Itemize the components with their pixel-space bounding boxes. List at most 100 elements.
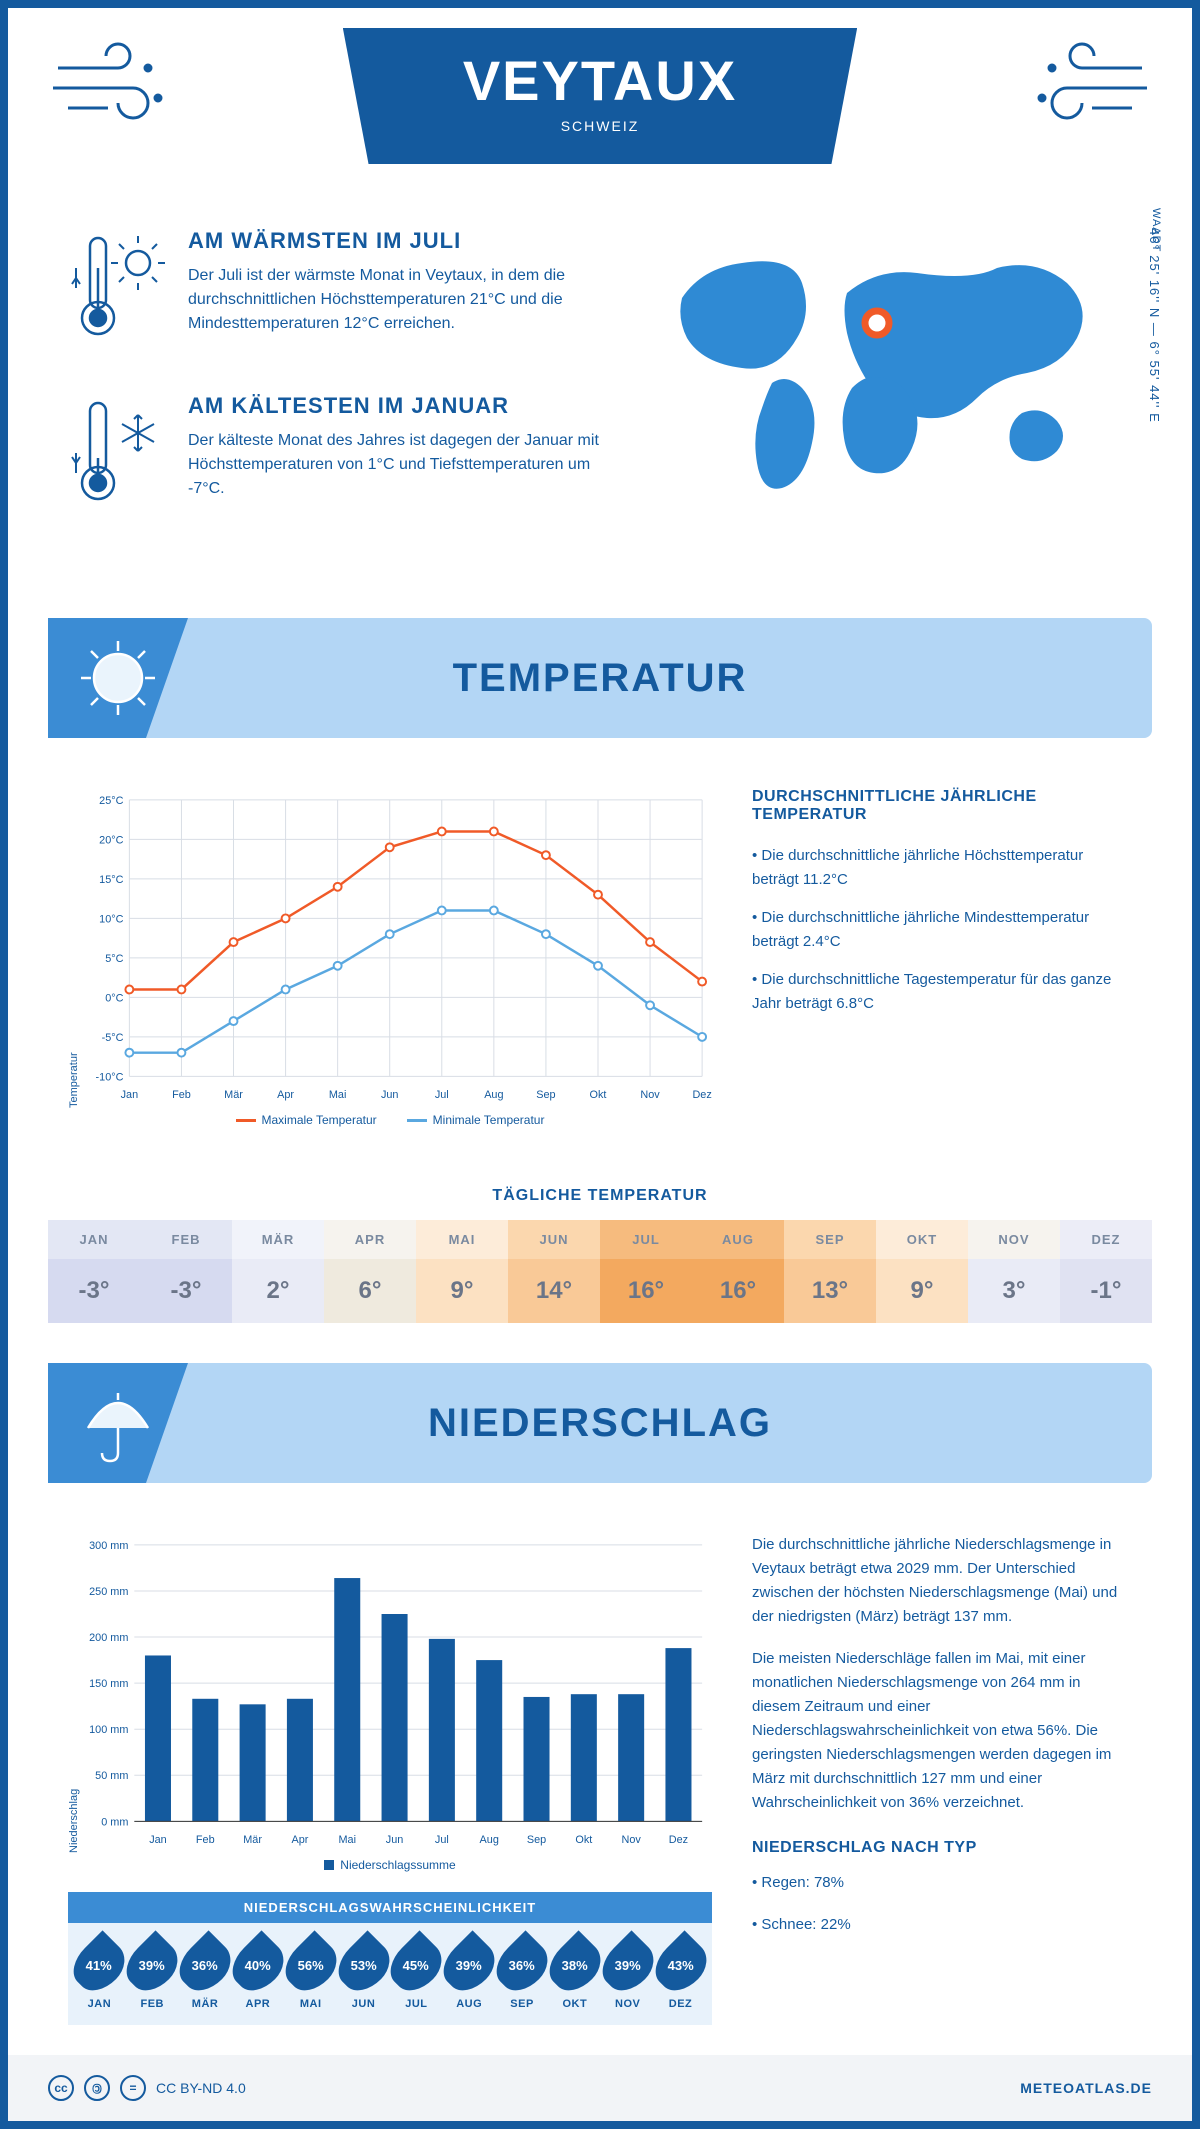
precip-para-2: Die meisten Niederschläge fallen im Mai,…	[752, 1647, 1132, 1815]
svg-text:Nov: Nov	[640, 1089, 660, 1101]
svg-text:5°C: 5°C	[105, 953, 123, 965]
header: VEYTAUX SCHWEIZ	[8, 8, 1192, 208]
prob-col: 45%JUL	[390, 1938, 443, 2010]
svg-text:200 mm: 200 mm	[89, 1632, 128, 1644]
prob-col: 43%DEZ	[654, 1938, 707, 2010]
umbrella-icon	[48, 1363, 188, 1483]
svg-text:Dez: Dez	[669, 1834, 688, 1846]
precipitation-chart: Niederschlag 0 mm50 mm100 mm150 mm200 mm…	[68, 1533, 712, 1853]
by-type-line: • Schnee: 22%	[752, 1913, 1132, 1937]
city-title: VEYTAUX	[463, 48, 737, 113]
daily-col: APR 6°	[324, 1220, 416, 1323]
by-type-line: • Regen: 78%	[752, 1871, 1132, 1895]
svg-text:250 mm: 250 mm	[89, 1586, 128, 1598]
precipitation-heading: NIEDERSCHLAG	[428, 1401, 772, 1446]
svg-text:50 mm: 50 mm	[95, 1770, 128, 1782]
coldest-block: AM KÄLTESTEN IM JANUAR Der kälteste Mona…	[68, 393, 622, 518]
svg-text:Apr: Apr	[291, 1834, 308, 1846]
precip-y-label: Niederschlag	[68, 1533, 80, 1853]
svg-text:300 mm: 300 mm	[89, 1540, 128, 1552]
temp-y-label: Temperatur	[68, 788, 80, 1108]
by-icon: 🄯	[84, 2075, 110, 2101]
legend-max: Maximale Temperatur	[262, 1113, 377, 1127]
warmest-text: Der Juli ist der wärmste Monat in Veytau…	[188, 264, 622, 336]
svg-text:25°C: 25°C	[99, 795, 123, 807]
svg-text:Jun: Jun	[386, 1834, 404, 1846]
temperature-summary: DURCHSCHNITTLICHE JÄHRLICHE TEMPERATUR •…	[752, 788, 1132, 1127]
svg-text:Mai: Mai	[329, 1089, 347, 1101]
svg-text:Sep: Sep	[527, 1834, 546, 1846]
svg-text:Aug: Aug	[480, 1834, 499, 1846]
temp-legend: Maximale Temperatur Minimale Temperatur	[68, 1113, 712, 1127]
precipitation-banner: NIEDERSCHLAG	[48, 1363, 1152, 1483]
legend-min: Minimale Temperatur	[433, 1113, 545, 1127]
daily-col: NOV 3°	[968, 1220, 1060, 1323]
svg-text:Aug: Aug	[484, 1089, 503, 1101]
summary-line: • Die durchschnittliche jährliche Höchst…	[752, 844, 1132, 892]
svg-text:20°C: 20°C	[99, 834, 123, 846]
daily-col: FEB -3°	[140, 1220, 232, 1323]
cc-icon: cc	[48, 2075, 74, 2101]
svg-text:Okt: Okt	[575, 1834, 592, 1846]
prob-col: 40%APR	[231, 1938, 284, 2010]
daily-temp-table: JAN -3°FEB -3°MÄR 2°APR 6°MAI 9°JUN 14°J…	[48, 1220, 1152, 1323]
svg-text:Jan: Jan	[149, 1834, 167, 1846]
temperature-chart: Temperatur -10°C -5°C 0°C 5°C 10°C 15°C 20°C 25…	[68, 788, 712, 1127]
prob-col: 41%JAN	[73, 1938, 126, 2010]
temperature-banner: TEMPERATUR	[48, 618, 1152, 738]
daily-col: MAI 9°	[416, 1220, 508, 1323]
prob-col: 39%AUG	[443, 1938, 496, 2010]
summary-line: • Die durchschnittliche Tagestemperatur …	[752, 968, 1132, 1016]
probability-row: 41%JAN39%FEB36%MÄR40%APR56%MAI53%JUN45%J…	[68, 1923, 712, 2025]
svg-text:Apr: Apr	[277, 1089, 294, 1101]
wind-icon	[48, 38, 188, 133]
svg-text:Mär: Mär	[243, 1834, 262, 1846]
svg-text:Nov: Nov	[621, 1834, 641, 1846]
prob-col: 36%SEP	[496, 1938, 549, 2010]
daily-col: JAN -3°	[48, 1220, 140, 1323]
site-name: METEOATLAS.DE	[1020, 2080, 1152, 2096]
thermometer-snow-icon	[68, 393, 168, 518]
world-map: WAADT 46° 25' 16'' N — 6° 55' 44'' E	[652, 228, 1132, 558]
intro-section: AM WÄRMSTEN IM JULI Der Juli ist der wär…	[8, 208, 1192, 598]
svg-text:-10°C: -10°C	[96, 1071, 124, 1083]
sun-icon	[48, 618, 188, 738]
prob-col: 56%MAI	[284, 1938, 337, 2010]
precip-legend: Niederschlagssumme	[68, 1858, 712, 1872]
svg-text:Dez: Dez	[692, 1089, 711, 1101]
thermometer-sun-icon	[68, 228, 168, 353]
svg-text:-5°C: -5°C	[102, 1032, 124, 1044]
legend-precip: Niederschlagssumme	[340, 1858, 455, 1872]
svg-text:Okt: Okt	[590, 1089, 607, 1101]
svg-text:Mai: Mai	[338, 1834, 356, 1846]
svg-text:Jul: Jul	[435, 1089, 449, 1101]
svg-text:Feb: Feb	[196, 1834, 215, 1846]
daily-col: DEZ -1°	[1060, 1220, 1152, 1323]
title-block: VEYTAUX SCHWEIZ	[343, 28, 857, 164]
svg-text:Mär: Mär	[224, 1089, 243, 1101]
footer: cc 🄯 = CC BY-ND 4.0 METEOATLAS.DE	[8, 2055, 1192, 2121]
daily-col: JUL 16°	[600, 1220, 692, 1323]
temp-summary-title: DURCHSCHNITTLICHE JÄHRLICHE TEMPERATUR	[752, 788, 1132, 824]
temperature-heading: TEMPERATUR	[453, 656, 748, 701]
precip-by-type-title: NIEDERSCHLAG NACH TYP	[752, 1835, 1132, 1861]
prob-col: 36%MÄR	[179, 1938, 232, 2010]
country-subtitle: SCHWEIZ	[463, 118, 737, 134]
warmest-block: AM WÄRMSTEN IM JULI Der Juli ist der wär…	[68, 228, 622, 353]
svg-text:10°C: 10°C	[99, 913, 123, 925]
prob-col: 39%NOV	[601, 1938, 654, 2010]
svg-text:0 mm: 0 mm	[101, 1816, 128, 1828]
daily-temp-title: TÄGLICHE TEMPERATUR	[8, 1187, 1192, 1205]
svg-text:15°C: 15°C	[99, 874, 123, 886]
svg-text:0°C: 0°C	[105, 992, 123, 1004]
coldest-title: AM KÄLTESTEN IM JANUAR	[188, 393, 622, 419]
daily-col: AUG 16°	[692, 1220, 784, 1323]
coordinates: 46° 25' 16'' N — 6° 55' 44'' E	[1147, 228, 1162, 423]
svg-text:150 mm: 150 mm	[89, 1678, 128, 1690]
probability-title: NIEDERSCHLAGSWAHRSCHEINLICHKEIT	[68, 1892, 712, 1923]
precipitation-text: Die durchschnittliche jährliche Niedersc…	[752, 1533, 1132, 2025]
svg-text:Jul: Jul	[435, 1834, 449, 1846]
svg-text:Feb: Feb	[172, 1089, 191, 1101]
daily-col: MÄR 2°	[232, 1220, 324, 1323]
prob-col: 53%JUN	[337, 1938, 390, 2010]
